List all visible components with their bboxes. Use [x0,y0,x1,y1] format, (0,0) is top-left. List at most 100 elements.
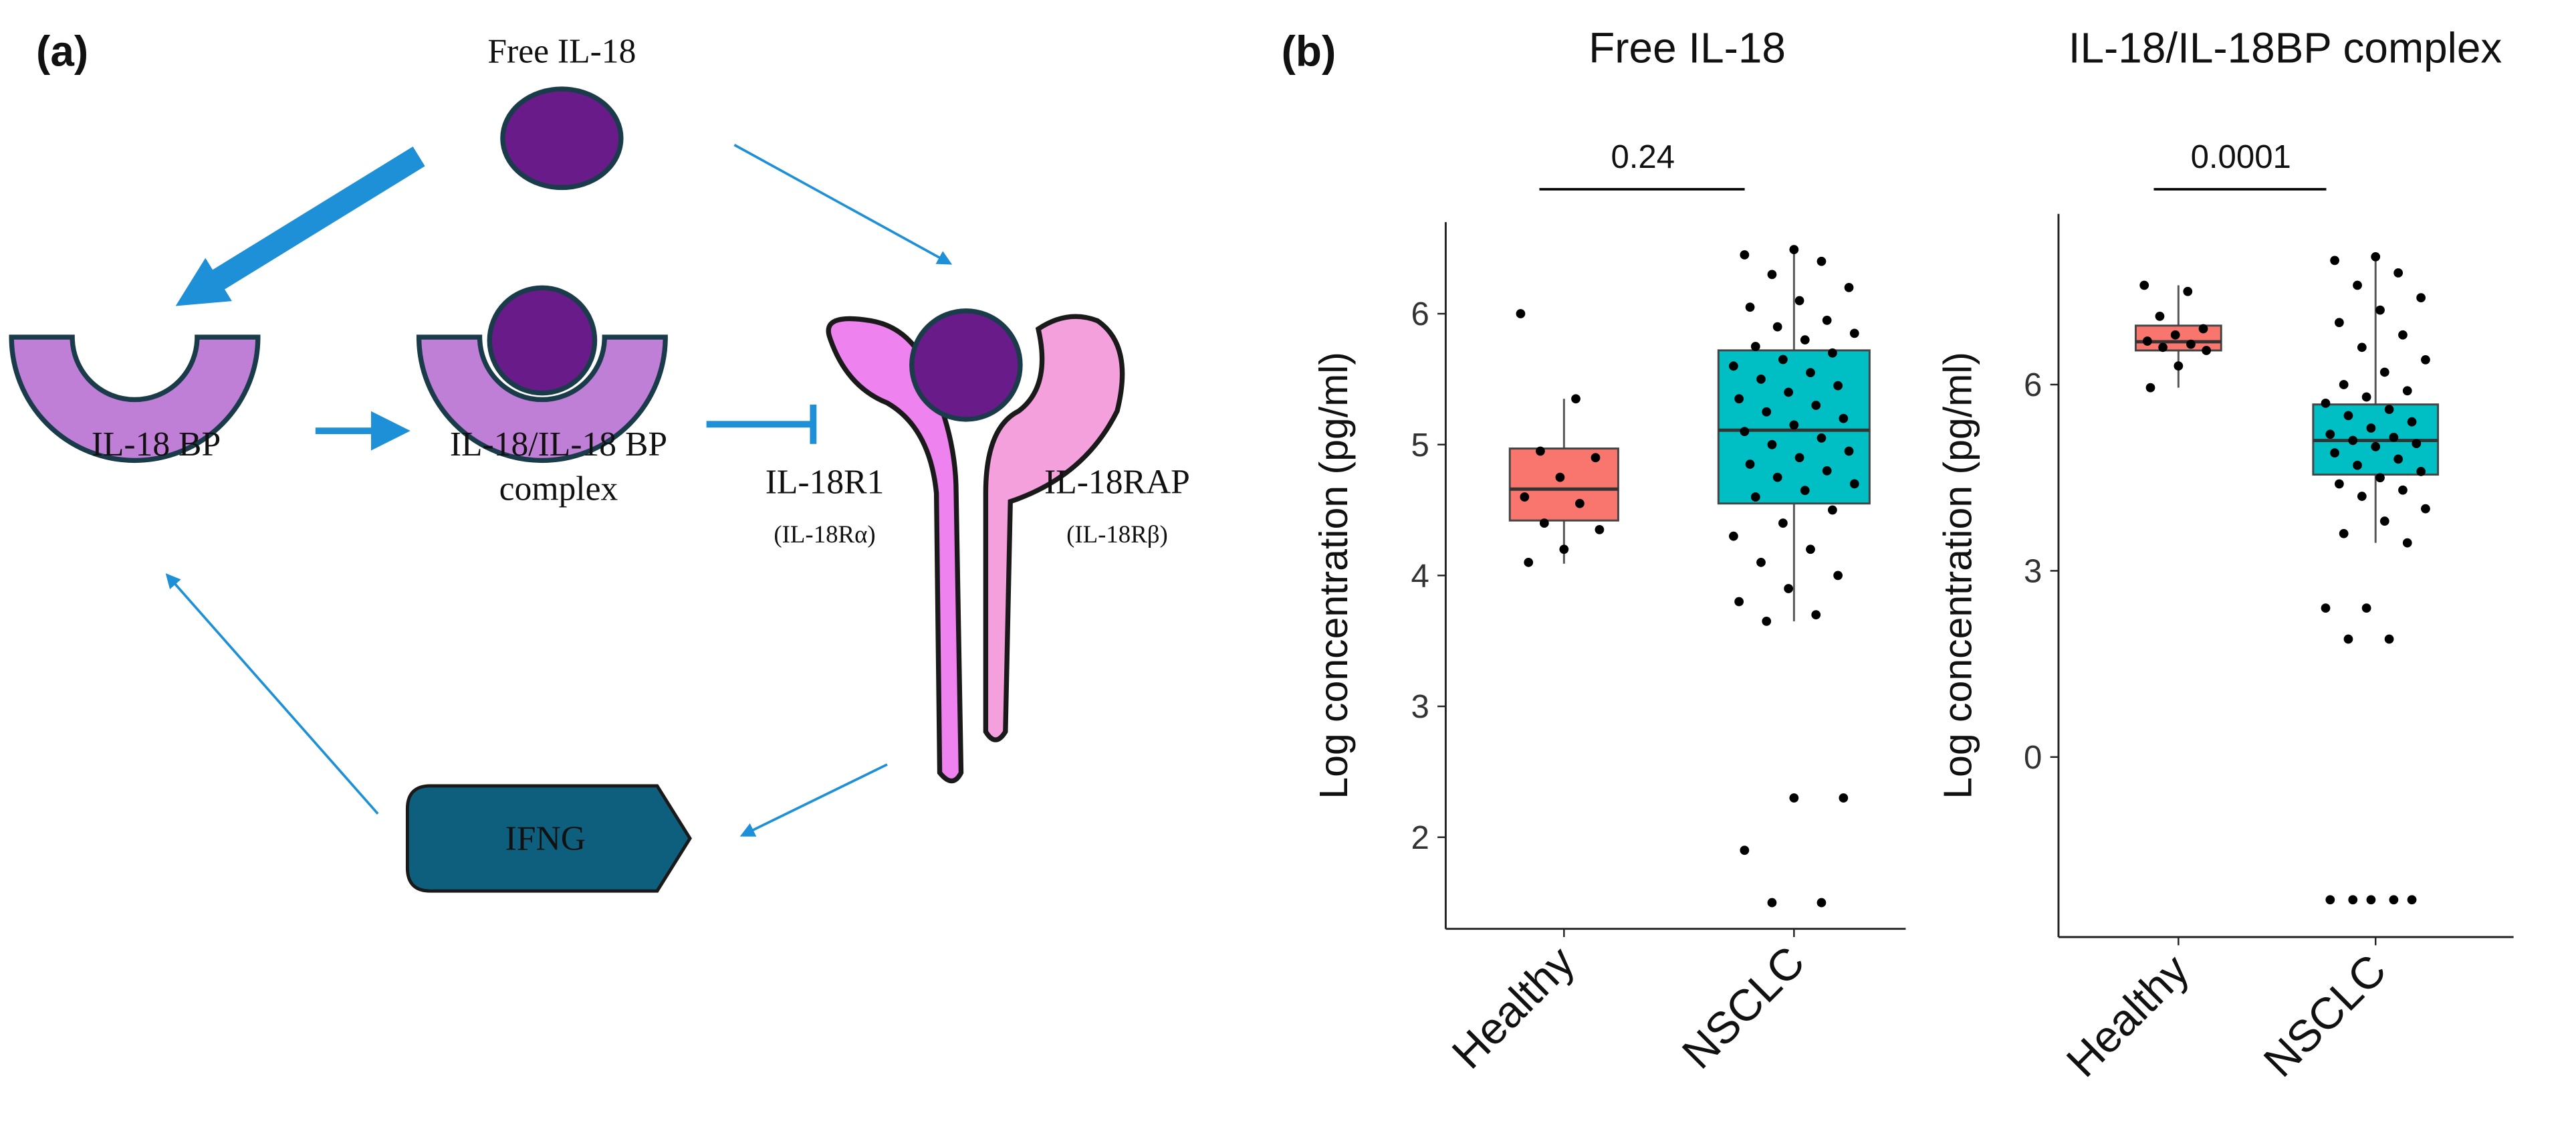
arrow [165,573,379,815]
data-point [2139,280,2149,290]
data-point [1740,250,1750,260]
data-point [1740,845,1750,855]
x-tick-label: Healthy [1443,936,1585,1078]
il18 [487,285,598,396]
data-point [2183,286,2193,296]
data-point [1536,446,1545,456]
panel-label: (b) [1282,27,1336,76]
node-label: IL-18RAP [1044,464,1190,502]
data-point [2335,318,2344,328]
data-point [1740,427,1750,437]
data-point [2343,634,2353,644]
data-point [2416,293,2426,302]
node-label: IFNG [505,820,586,858]
data-point [2335,479,2344,489]
y-tick-label: 2 [1411,820,1429,856]
data-point [2353,280,2362,290]
data-point [2379,516,2389,526]
data-point [1591,453,1601,463]
x-tick-label: Healthy [2057,945,2199,1087]
data-point [1762,616,1772,626]
data-point [1734,394,1744,404]
data-point [1516,309,1526,318]
data-point [2402,538,2412,548]
node-label: IL-18/IL-18 BP [450,425,667,464]
data-point [2330,256,2339,266]
y-axis-label: Log concentration (pg/ml) [1312,352,1356,799]
data-point [1750,492,1760,502]
data-point [2353,460,2362,470]
data-point [2361,392,2371,402]
chart-title: IL-18/IL-18BP complex [2069,24,2502,72]
il18r1 [826,316,964,784]
data-point [1817,433,1827,443]
data-point [1756,374,1766,384]
data-point [1762,407,1772,417]
node-label: complex [499,470,618,508]
data-point [1575,498,1585,508]
data-point [1734,597,1744,607]
data-point [2343,411,2353,421]
chart-title: Free IL-18 [1589,24,1786,72]
node-label: IL-18R1 [766,464,885,502]
data-point [1794,453,1804,463]
data-point [2339,528,2349,538]
node-label: Free IL-18 [487,33,636,71]
data-point [2407,417,2417,427]
data-point [2170,330,2180,340]
data-point [2375,305,2385,315]
data-point [2371,441,2381,451]
node-label: (IL-18Rβ) [1066,520,1168,548]
ifng [405,784,692,893]
data-point [2402,386,2412,396]
data-point [2325,895,2335,905]
data-point [1800,486,1810,496]
data-point [1595,525,1605,534]
panel-label: (a) [36,27,88,76]
data-point [1524,557,1534,567]
data-point [1784,584,1793,593]
data-point [1822,315,1832,325]
data-point [1839,793,1849,803]
box [1508,447,1619,522]
data-point [1756,557,1766,567]
arrow [175,146,425,306]
data-point [1559,544,1569,554]
data-point [2375,473,2385,483]
data-point [1828,348,1837,358]
y-tick-label: 0 [2024,740,2042,776]
node-label: IL-18 BP [92,425,221,464]
data-point [2348,895,2358,905]
data-point [2321,603,2331,613]
data-point [2384,634,2394,644]
data-point [1767,898,1777,908]
data-point [1817,898,1827,908]
data-point [2398,485,2408,495]
il18bp [9,334,261,464]
node-label: (IL-18Rα) [774,520,875,548]
data-point [2366,895,2376,905]
y-tick-label: 3 [1411,689,1429,725]
y-tick-label: 3 [2024,554,2042,590]
data-point [2384,405,2394,415]
data-point [2348,435,2358,445]
y-tick-label: 5 [1411,427,1429,464]
data-point [1520,492,1530,502]
data-point [2393,268,2404,278]
arrow [739,763,888,837]
data-point [2158,342,2168,352]
data-point [1789,793,1799,803]
data-point [1539,518,1549,528]
y-tick-label: 4 [1411,558,1429,595]
data-point [2174,361,2184,371]
data-point [1772,322,1782,332]
data-point [2379,367,2389,377]
data-point [1794,296,1804,306]
il18 [500,86,624,191]
arrow [733,143,953,265]
data-point [1806,368,1815,377]
data-point [2366,423,2376,433]
data-point [1811,401,1821,410]
data-point [2357,342,2367,352]
data-point [1800,335,1810,345]
